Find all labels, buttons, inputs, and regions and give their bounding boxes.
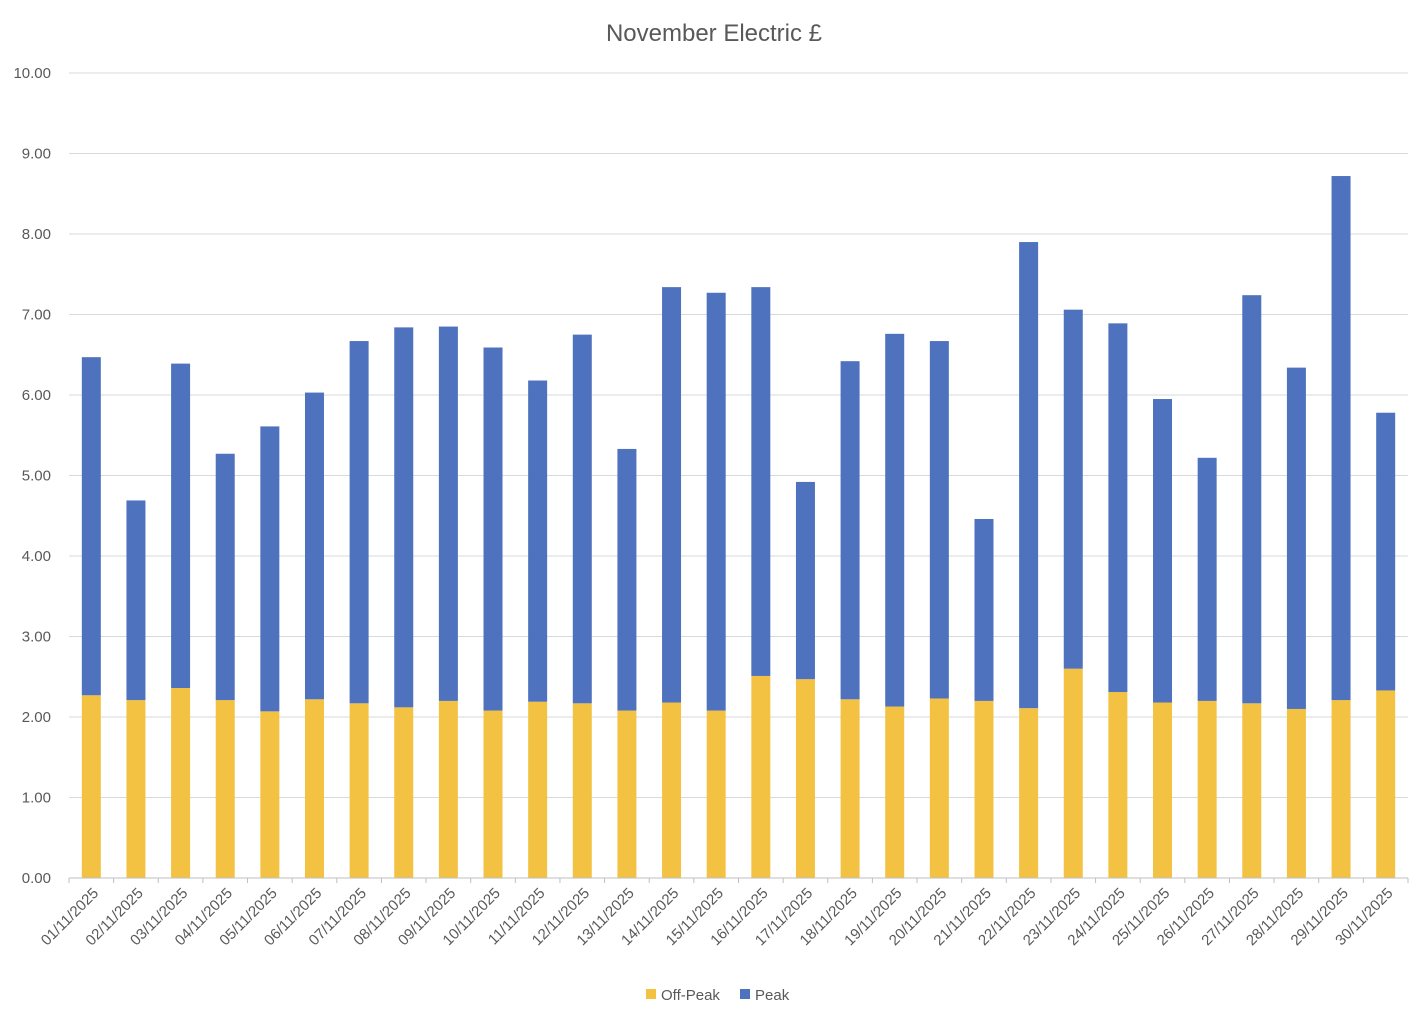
bar-peak	[662, 287, 682, 703]
bar-off-peak	[1331, 700, 1351, 878]
bar-peak	[215, 453, 235, 701]
chart-title: November Electric £	[606, 20, 822, 47]
y-tick-label: 2.00	[22, 709, 51, 726]
bar-off-peak	[126, 700, 146, 878]
y-tick-label: 3.00	[22, 629, 51, 646]
bar-off-peak	[929, 698, 949, 878]
bar-peak	[1286, 367, 1306, 709]
bar-peak	[885, 333, 905, 707]
bar-off-peak	[171, 688, 191, 878]
bar-peak	[483, 347, 503, 711]
bar-off-peak	[1063, 668, 1083, 878]
bar-off-peak	[1376, 690, 1396, 878]
bar-off-peak	[974, 700, 994, 878]
bar-peak	[929, 341, 949, 699]
bar-peak	[617, 448, 637, 711]
y-tick-label: 10.00	[13, 65, 51, 82]
y-tick-label: 5.00	[22, 468, 51, 485]
legend: Off-Peak Peak	[646, 987, 790, 1004]
bar-peak	[795, 481, 815, 680]
bar-peak	[126, 500, 146, 701]
bar-peak	[349, 341, 369, 704]
bar-off-peak	[1019, 708, 1039, 878]
bar-peak	[438, 326, 458, 701]
bar-peak	[751, 287, 771, 676]
legend-label-peak: Peak	[755, 987, 790, 1004]
bar-peak	[1019, 242, 1039, 709]
bar-off-peak	[572, 703, 592, 878]
legend-swatch-peak	[740, 989, 750, 999]
bar-off-peak	[438, 700, 458, 878]
bar-off-peak	[304, 699, 324, 878]
bar-peak	[1331, 176, 1351, 701]
y-tick-label: 4.00	[22, 548, 51, 565]
bar-off-peak	[349, 703, 369, 878]
y-tick-label: 8.00	[22, 226, 51, 243]
bar-peak	[572, 334, 592, 704]
legend-label-off-peak: Off-Peak	[661, 987, 720, 1004]
gridlines	[69, 72, 1408, 798]
bar-off-peak	[483, 710, 503, 878]
y-axis-ticks: 0.00 1.00 2.00 3.00 4.00 5.00 6.00 7.00 8.00 9.00…	[13, 65, 51, 887]
bar-off-peak	[215, 700, 235, 878]
bar-off-peak	[260, 711, 280, 878]
bar-off-peak	[795, 679, 815, 878]
bar-peak	[171, 363, 191, 689]
bar-peak	[1153, 399, 1173, 703]
bar-off-peak	[1108, 692, 1128, 878]
bar-peak	[1376, 412, 1396, 691]
bar-peak	[1197, 457, 1217, 701]
bar-peak	[1063, 309, 1083, 669]
bar-peak	[706, 292, 726, 711]
y-tick-label: 6.00	[22, 387, 51, 404]
bar-off-peak	[617, 710, 637, 878]
bar-peak	[304, 392, 324, 700]
bar-peak	[1108, 323, 1128, 693]
y-tick-label: 0.00	[22, 870, 51, 887]
bar-peak	[260, 426, 280, 712]
bar-off-peak	[1242, 703, 1262, 878]
bar-peak	[1242, 295, 1262, 704]
bar-off-peak	[1286, 708, 1306, 878]
bar-off-peak	[885, 706, 905, 878]
y-tick-label: 7.00	[22, 307, 51, 324]
bar-off-peak	[1153, 702, 1173, 878]
bar-peak	[974, 518, 994, 701]
bar-peak	[81, 357, 101, 696]
bar-off-peak	[840, 699, 860, 878]
bar-off-peak	[1197, 700, 1217, 878]
x-axis-ticks: 01/11/202502/11/202503/11/202504/11/2025…	[38, 878, 1409, 949]
bar-off-peak	[528, 701, 548, 878]
bar-peak	[394, 327, 414, 708]
y-tick-label: 1.00	[22, 790, 51, 807]
legend-swatch-off-peak	[646, 989, 656, 999]
bars	[81, 176, 1396, 878]
y-tick-label: 9.00	[22, 146, 51, 163]
bar-off-peak	[751, 675, 771, 878]
bar-peak	[528, 380, 548, 702]
bar-off-peak	[81, 695, 101, 878]
bar-off-peak	[394, 707, 414, 878]
bar-off-peak	[706, 710, 726, 878]
bar-off-peak	[662, 702, 682, 878]
bar-peak	[840, 361, 860, 700]
